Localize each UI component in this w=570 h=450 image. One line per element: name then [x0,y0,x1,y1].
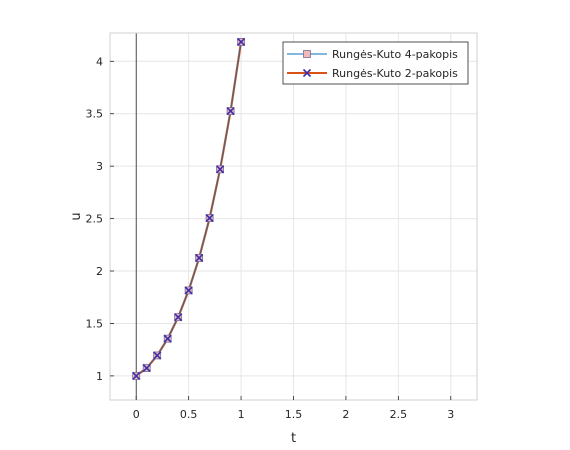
marker-stroke [205,214,214,223]
y-axis-ticks: 1 1.5 2 2.5 3 3.5 4 [86,55,114,383]
data-point-rk2 [163,334,172,343]
y-tick-label: 1.5 [86,317,104,330]
marker-stroke [132,371,141,380]
data-point-rk2 [237,37,246,46]
marker-stroke [174,313,183,322]
data-point-rk2 [184,286,193,295]
marker-stroke [163,334,172,343]
x-tick-label: 3 [447,408,454,421]
legend-entry-2: Rungės-Kuto 2-pakopis [287,67,458,80]
y-tick-label: 1 [96,370,103,383]
marker-stroke [237,37,246,46]
data-point-rk2 [142,363,151,373]
x-axis-label: t [291,431,296,446]
legend: Rungės-Kuto 4-pakopis Rungės-Kuto 2-pako… [282,41,469,85]
data-point-rk2 [216,165,225,174]
marker-stroke [226,107,235,116]
marker-stroke [184,286,193,295]
x-tick-label: 1.5 [285,408,303,421]
marker-stroke [216,165,225,174]
legend-box [282,41,469,85]
data-point-rk2 [174,313,183,322]
legend-label-1: Rungės-Kuto 4-pakopis [332,48,458,61]
marker-stroke [195,253,204,262]
x-tick-label: 0.5 [180,408,198,421]
data-point-rk2 [153,351,162,360]
legend-marker-x [302,68,312,78]
series-layer [132,37,246,380]
x-tick-label: 2 [342,408,349,421]
x-axis-ticks: 0 0.5 1 1.5 2 2.5 3 [133,396,454,421]
y-tick-label: 2 [96,265,103,278]
y-tick-label: 3 [96,160,103,173]
legend-label-2: Rungės-Kuto 2-pakopis [332,67,458,80]
y-tick-label: 2.5 [86,213,104,226]
y-axis-label: u [69,212,84,220]
x-tick-label: 1 [238,408,245,421]
data-point-rk2 [132,371,141,380]
legend-marker-square [303,50,311,58]
y-tick-label: 3.5 [86,108,104,121]
legend-entry-1: Rungės-Kuto 4-pakopis [287,48,458,61]
y-tick-label: 4 [96,55,103,68]
marker-stroke [142,363,151,373]
data-point-rk2 [205,214,214,223]
data-point-rk2 [195,253,204,262]
x-tick-label: 0 [133,408,140,421]
x-tick-label: 2.5 [390,408,408,421]
marker-stroke [153,351,162,360]
data-point-rk2 [226,107,235,116]
